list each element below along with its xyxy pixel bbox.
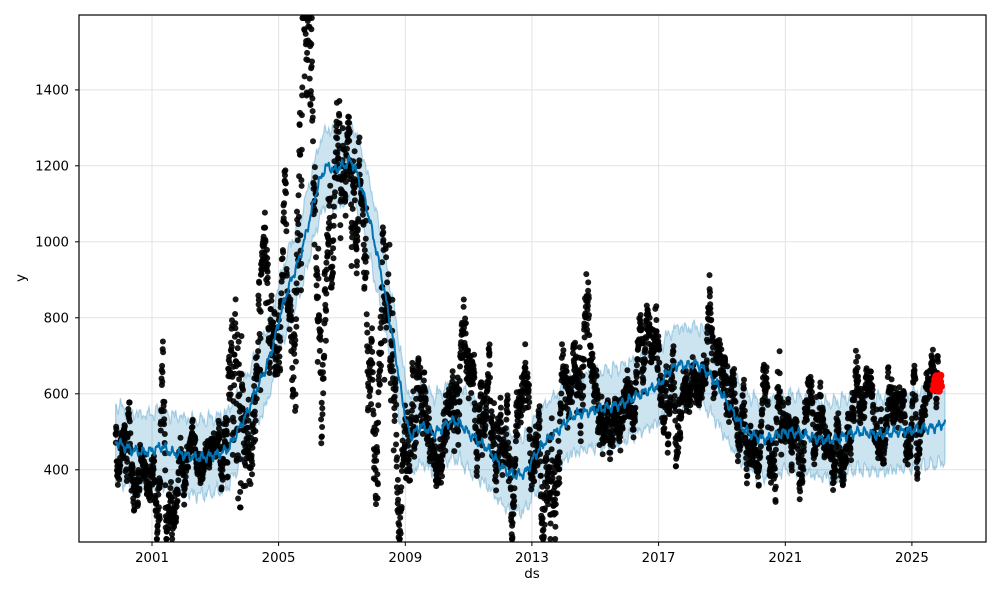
y-tick-label: 1400 — [35, 83, 69, 98]
y-tick-label: 800 — [44, 311, 69, 326]
x-tick-label: 2001 — [135, 551, 169, 566]
x-tick-label: 2005 — [262, 551, 296, 566]
observed-points — [112, 15, 941, 542]
x-tick-label: 2021 — [768, 551, 802, 566]
y-tick-label: 1000 — [35, 235, 69, 250]
x-axis-label: ds — [524, 566, 540, 582]
y-tick-label: 400 — [44, 463, 69, 478]
grid-lines — [79, 15, 986, 542]
axis-ticks — [75, 89, 913, 546]
x-tick-label: 2009 — [388, 551, 422, 566]
x-tick-label: 2025 — [895, 551, 929, 566]
x-tick-labels: 2001 2005 2009 2013 2017 2021 2025 — [135, 551, 929, 566]
highlight-points — [929, 371, 945, 395]
chart-render-root: 2001 2005 2009 2013 2017 2021 2025 400 600 800 100… — [35, 14, 987, 566]
y-tick-labels: 400 600 800 1000 1200 1400 — [35, 83, 69, 478]
x-tick-label: 2013 — [515, 551, 549, 566]
y-tick-label: 600 — [44, 387, 69, 402]
forecast-line — [114, 154, 946, 481]
plot-border — [78, 14, 987, 543]
y-tick-label: 1200 — [35, 159, 69, 174]
x-tick-label: 2017 — [642, 551, 676, 566]
y-axis-label: y — [13, 274, 29, 282]
